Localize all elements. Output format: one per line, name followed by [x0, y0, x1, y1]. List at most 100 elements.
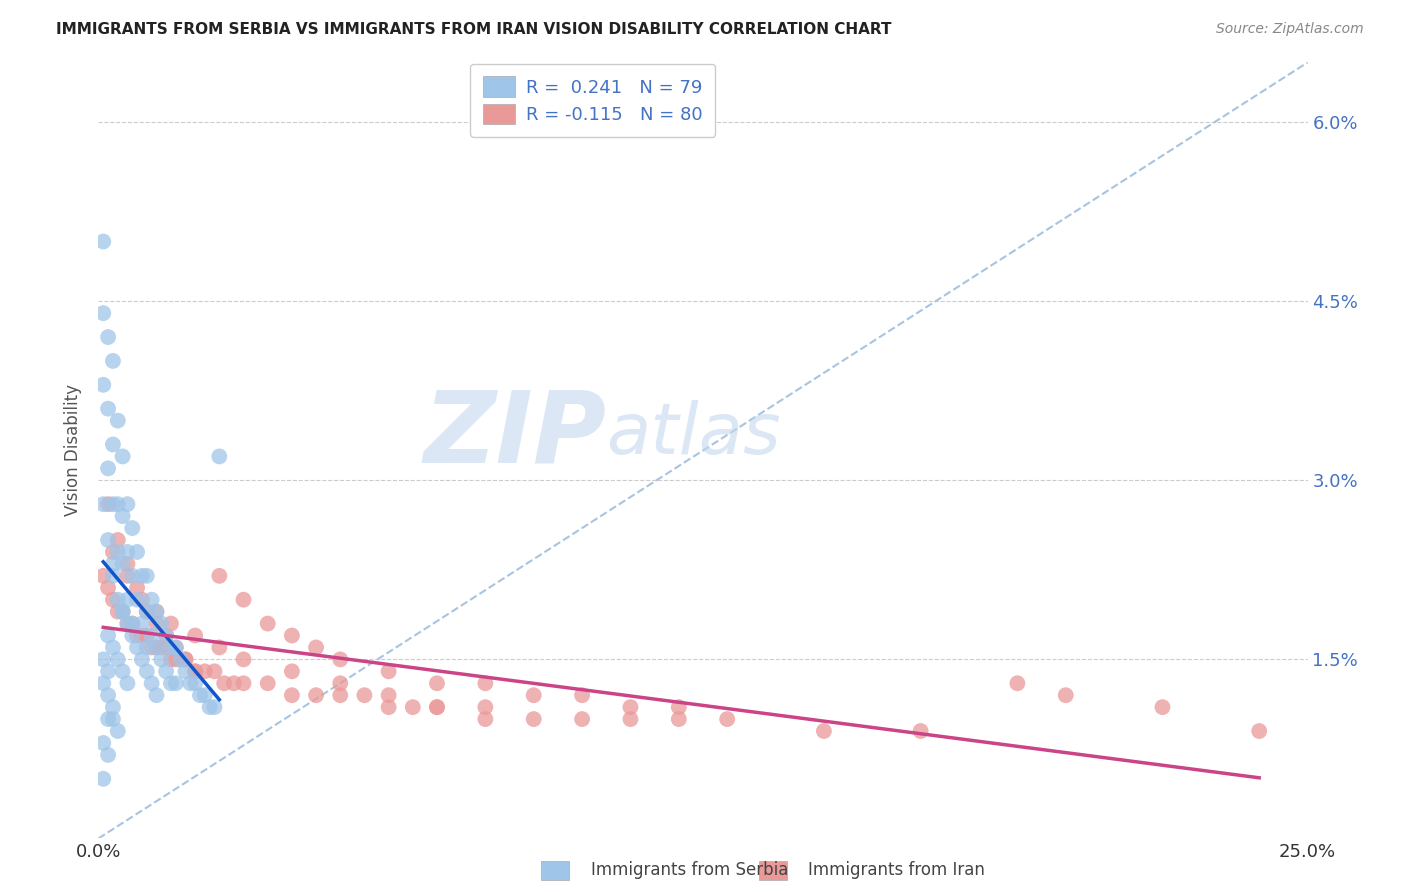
Point	[97, 581, 120, 595]
Point	[232, 676, 254, 690]
Point	[1054, 688, 1077, 702]
Point	[426, 700, 449, 714]
Point	[131, 652, 153, 666]
Point	[813, 724, 835, 739]
Point	[101, 497, 124, 511]
Point	[141, 628, 163, 642]
Point	[91, 235, 114, 249]
Point	[194, 665, 217, 679]
Point	[165, 640, 187, 655]
Point	[117, 676, 139, 690]
Point	[97, 688, 120, 702]
Point	[184, 676, 207, 690]
Point	[281, 665, 304, 679]
Point	[117, 497, 139, 511]
Point	[619, 712, 641, 726]
Point	[523, 688, 546, 702]
Point	[91, 772, 114, 786]
Point	[174, 652, 197, 666]
Point	[121, 616, 143, 631]
Point	[232, 652, 254, 666]
Point	[155, 665, 177, 679]
Point	[101, 592, 124, 607]
Point	[281, 628, 304, 642]
Point	[377, 688, 399, 702]
Point	[165, 676, 187, 690]
Point	[571, 688, 593, 702]
Point	[111, 557, 134, 571]
Point	[160, 640, 183, 655]
Point	[165, 652, 187, 666]
Point	[208, 569, 231, 583]
Point	[208, 640, 231, 655]
Point	[377, 665, 399, 679]
Point	[204, 700, 226, 714]
Point	[155, 628, 177, 642]
Point	[150, 616, 173, 631]
Point	[91, 306, 114, 320]
Point	[101, 557, 124, 571]
Point	[281, 688, 304, 702]
Y-axis label: Vision Disability: Vision Disability	[65, 384, 83, 516]
Point	[97, 628, 120, 642]
Point	[174, 665, 197, 679]
Point	[184, 665, 207, 679]
Point	[135, 628, 157, 642]
Point	[232, 592, 254, 607]
Point	[329, 688, 352, 702]
Point	[668, 712, 690, 726]
Point	[127, 581, 149, 595]
Text: atlas: atlas	[606, 401, 780, 469]
Point	[222, 676, 245, 690]
Text: Immigrants from Iran: Immigrants from Iran	[808, 861, 986, 879]
Point	[121, 521, 143, 535]
Point	[131, 628, 153, 642]
Point	[474, 676, 496, 690]
Point	[188, 688, 211, 702]
Point	[111, 605, 134, 619]
Point	[91, 736, 114, 750]
Point	[1152, 700, 1174, 714]
Point	[127, 592, 149, 607]
Point	[145, 640, 167, 655]
Point	[426, 676, 449, 690]
Point	[107, 533, 129, 547]
Point	[101, 354, 124, 368]
Point	[111, 509, 134, 524]
Point	[107, 605, 129, 619]
Point	[179, 676, 201, 690]
Point	[256, 676, 278, 690]
Point	[117, 616, 139, 631]
Point	[131, 616, 153, 631]
Point	[256, 616, 278, 631]
Point	[141, 676, 163, 690]
Point	[353, 688, 375, 702]
Point	[329, 652, 352, 666]
Point	[91, 377, 114, 392]
Point	[101, 700, 124, 714]
Point	[107, 652, 129, 666]
Point	[305, 640, 328, 655]
Point	[1249, 724, 1271, 739]
Point	[97, 533, 120, 547]
Point	[184, 628, 207, 642]
Point	[198, 700, 221, 714]
Point	[1007, 676, 1029, 690]
Point	[101, 569, 124, 583]
Point	[131, 592, 153, 607]
Text: Source: ZipAtlas.com: Source: ZipAtlas.com	[1216, 22, 1364, 37]
Point	[523, 712, 546, 726]
Point	[169, 652, 191, 666]
Point	[91, 497, 114, 511]
Point	[141, 640, 163, 655]
Text: ZIP: ZIP	[423, 386, 606, 483]
Point	[97, 747, 120, 762]
Point	[619, 700, 641, 714]
Point	[91, 676, 114, 690]
Text: IMMIGRANTS FROM SERBIA VS IMMIGRANTS FROM IRAN VISION DISABILITY CORRELATION CHA: IMMIGRANTS FROM SERBIA VS IMMIGRANTS FRO…	[56, 22, 891, 37]
Point	[160, 616, 183, 631]
Point	[184, 665, 207, 679]
Point	[145, 605, 167, 619]
Point	[91, 569, 114, 583]
Point	[127, 628, 149, 642]
